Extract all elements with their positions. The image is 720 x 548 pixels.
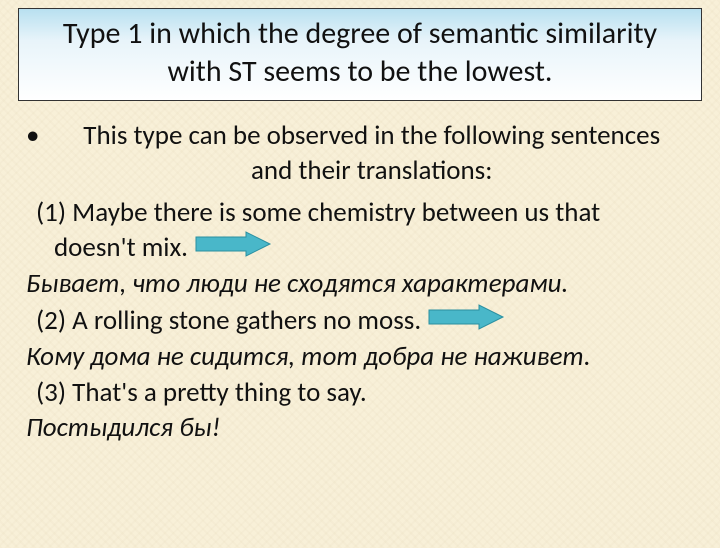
example-1: (1) Maybe there is some chemistry betwee…: [26, 196, 694, 301]
example-1-en: (1) Maybe there is some chemistry betwee…: [26, 196, 694, 231]
bullet-icon: •: [26, 119, 39, 154]
example-1-en-cont: doesn't mix.: [26, 231, 694, 267]
example-2-num: (2): [36, 304, 66, 337]
example-3-en: (3) That's a pretty thing to say.: [26, 376, 694, 411]
slide-title: Type 1 in which the degree of semantic s…: [39, 15, 681, 90]
example-2: (2) A rolling stone gathers no moss. Ком…: [26, 304, 694, 375]
example-2-en-a: A rolling stone gathers no moss.: [72, 304, 421, 337]
example-1-ru: Бывает, что люди не сходятся характерами…: [26, 267, 694, 302]
example-3-en-a: That's a pretty thing to say.: [72, 376, 367, 409]
intro-row: • This type can be observed in the follo…: [26, 119, 694, 194]
example-3-num: (3): [36, 376, 66, 409]
arrow-icon: [427, 304, 505, 340]
intro-text: This type can be observed in the followi…: [49, 119, 694, 194]
content-area: • This type can be observed in the follo…: [0, 101, 720, 445]
example-1-en-a: Maybe there is some chemistry between us…: [72, 196, 600, 229]
example-3: (3) That's a pretty thing to say. Постыд…: [26, 376, 694, 445]
example-3-ru: Постыдился бы!: [26, 411, 694, 446]
example-2-en: (2) A rolling stone gathers no moss.: [26, 304, 694, 340]
arrow-icon: [194, 231, 272, 267]
example-2-ru: Кому дома не сидится, тот добра не нажив…: [26, 340, 694, 375]
example-1-num: (1): [36, 196, 66, 229]
example-1-en-b: doesn't mix.: [54, 231, 188, 264]
title-box: Type 1 in which the degree of semantic s…: [18, 8, 702, 101]
